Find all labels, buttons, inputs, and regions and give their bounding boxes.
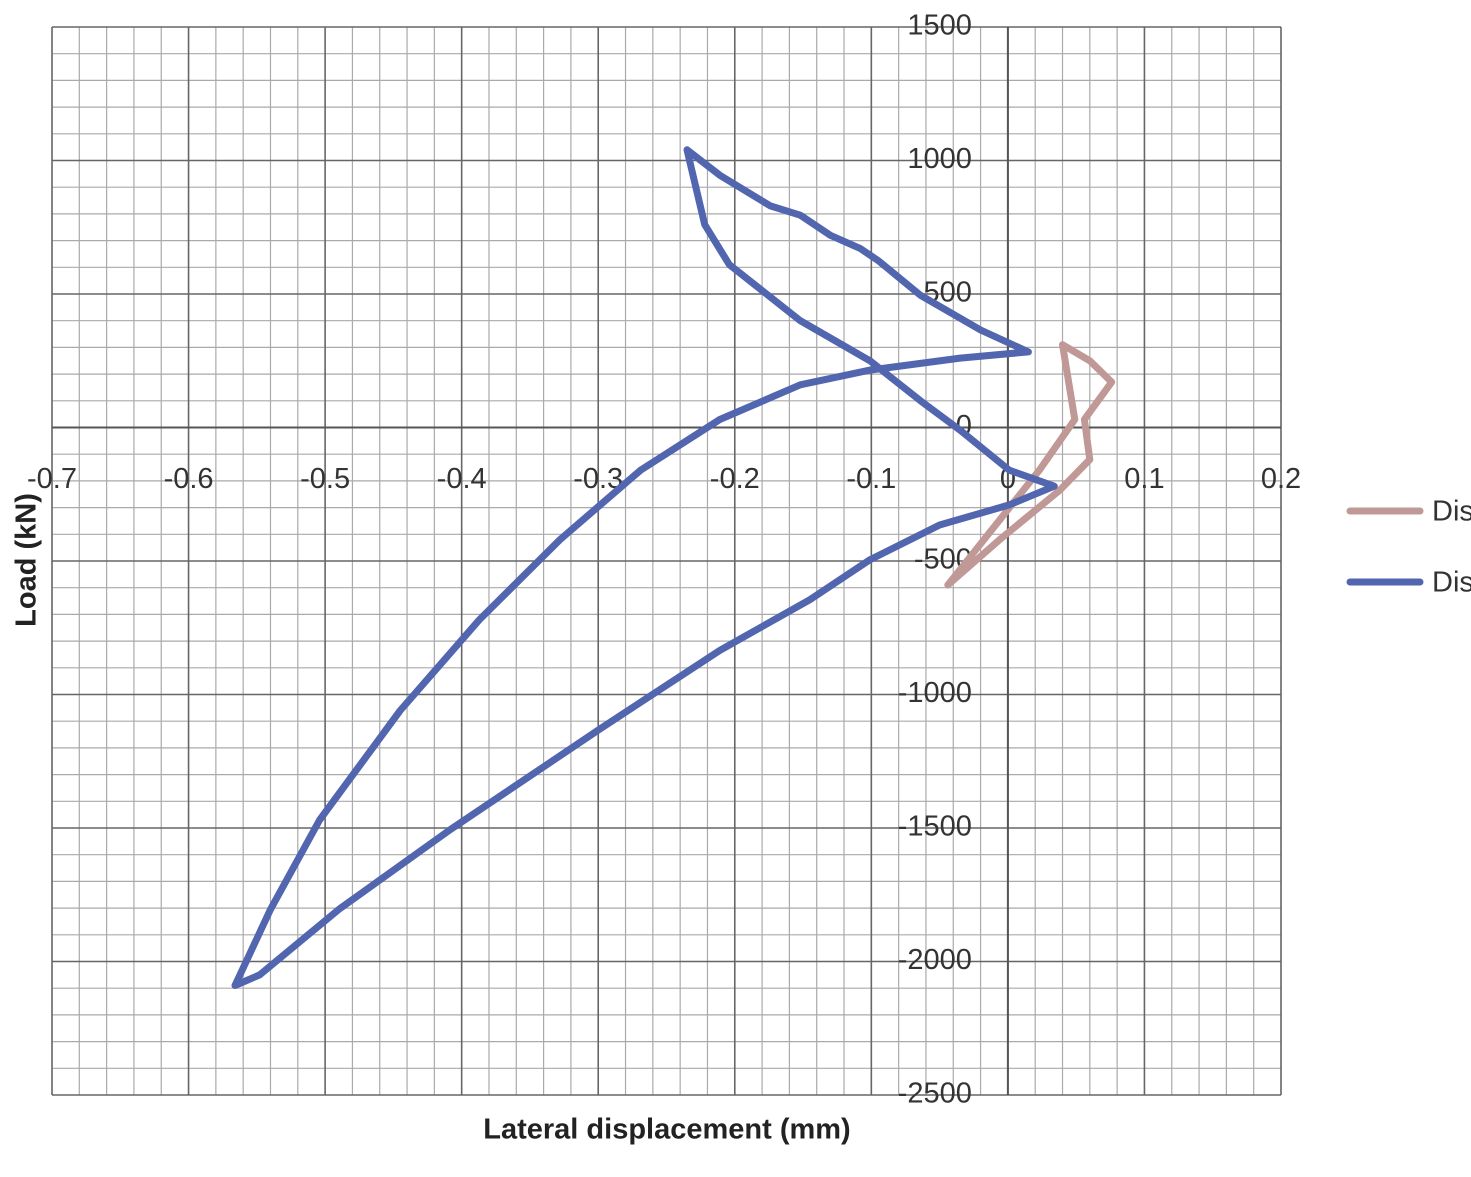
x-axis-title: Lateral displacement (mm) [483, 1114, 850, 1146]
legend-label: Dis [1432, 496, 1471, 528]
data-line [231, 146, 1058, 989]
x-tick-label: -0.5 [300, 463, 350, 495]
x-tick-label: -0.4 [437, 463, 487, 495]
x-tick-label: -0.2 [710, 463, 760, 495]
data-line [944, 341, 1116, 589]
x-tick-label: -0.6 [164, 463, 214, 495]
x-tick-label: -0.1 [846, 463, 896, 495]
y-tick-label: -1000 [898, 677, 972, 709]
x-tick-label: -0.7 [27, 463, 77, 495]
y-tick-label: -2500 [898, 1078, 972, 1110]
x-tick-label: 0.2 [1261, 463, 1301, 495]
y-tick-label: -2000 [898, 944, 972, 976]
y-tick-label: 1500 [907, 10, 972, 42]
x-tick-label: 0.1 [1124, 463, 1164, 495]
legend-label: Dis [1432, 567, 1471, 599]
y-tick-label: -1500 [898, 811, 972, 843]
y-tick-label: 1000 [907, 143, 972, 175]
y-axis-title: Load (kN) [11, 493, 43, 627]
